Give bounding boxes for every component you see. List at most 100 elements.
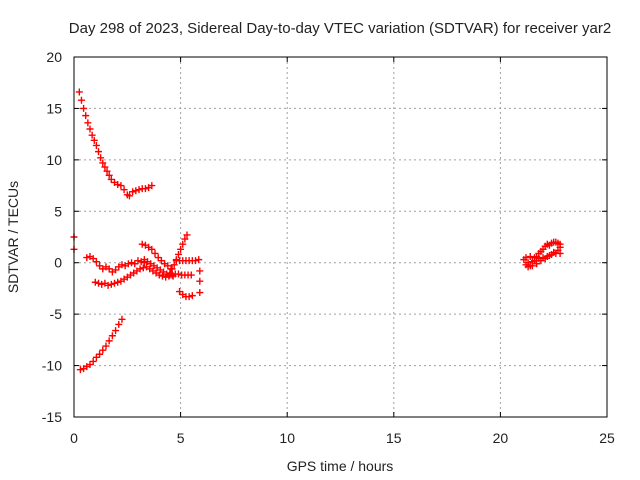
data-point [98,280,106,288]
data-point [120,186,128,194]
data-point [129,188,137,196]
data-point [112,327,120,335]
grid [74,57,607,417]
data-point [125,192,133,200]
data-point [556,243,564,251]
data-point [96,350,104,358]
data-point [139,264,147,272]
data-point [550,248,558,256]
data-point [108,332,116,340]
data-point [148,182,156,190]
data-point [192,257,200,265]
y-tick-label: 15 [46,100,62,116]
data-point [128,259,136,267]
x-tick-label: 5 [177,430,185,446]
data-point [92,258,100,266]
data-point [90,136,98,144]
x-tick-labels: 0 5 10 15 20 25 [70,430,615,446]
data-point [82,112,90,120]
series-upper-descending-track [75,88,156,200]
axis-ticks [73,56,608,418]
data-point [179,240,187,248]
data-point [89,357,97,365]
series-lower-ascending-track [76,315,126,374]
data-point [157,257,165,265]
data-point [134,257,142,265]
data-point [138,240,146,248]
data-point [187,271,195,279]
data-point [111,279,119,287]
data-point [176,288,184,296]
data-point [524,263,532,271]
data-point [164,262,172,270]
data-point [86,125,94,133]
data-point [99,159,107,167]
data-point [136,265,144,273]
series-flat-zero-track [172,256,203,265]
data-point [148,245,156,253]
series-isolated-late [196,267,204,297]
data-point [75,88,83,96]
data-point [545,252,553,260]
data-point [115,320,123,328]
data-point [107,175,115,183]
data-point [96,262,104,270]
data-point [101,163,109,171]
data-point [141,185,149,193]
data-point [170,261,178,269]
data-point [76,366,84,374]
data-point [84,119,92,127]
x-tick-label: 15 [386,430,402,446]
data-point [95,148,103,156]
x-axis-label: GPS time / hours [287,458,394,474]
data-point [174,250,182,258]
data-point [188,292,196,300]
x-tick-label: 25 [599,430,615,446]
data-point [95,279,103,287]
data-point [154,254,162,262]
data-point [80,104,88,112]
data-point [162,273,170,281]
data-point [196,289,204,297]
data-point [77,96,85,104]
data-point [195,256,203,264]
data-point [89,255,97,263]
data-point [131,260,139,268]
x-tick-label: 0 [70,430,78,446]
data-point [114,181,122,189]
series-rising-track [166,231,191,277]
y-tick-label: -15 [42,409,62,425]
data-point [522,254,530,262]
data-point [103,167,111,175]
data-point [105,337,113,345]
data-point [83,254,91,262]
data-point [531,254,539,262]
data-point [124,260,132,268]
data-point [135,186,143,194]
data-point [528,262,536,270]
y-tick-label: -5 [50,306,63,322]
data-point [196,277,204,285]
data-point [107,280,115,288]
x-tick-label: 20 [493,430,509,446]
data-point [92,141,100,149]
plot-frame [73,56,608,418]
data-point [118,261,126,269]
data-point [158,272,166,280]
series-near-zero-track-a [83,253,148,276]
data-point [88,131,96,139]
data-point [102,342,110,350]
y-tick-label: 20 [46,49,62,65]
data-point [117,182,125,190]
data-point [155,271,163,279]
data-point [99,346,107,354]
y-tick-label: -10 [42,358,62,374]
y-tick-label: 5 [54,203,62,219]
y-tick-labels: -15 -10 -5 0 5 10 15 20 [42,49,62,425]
data-point [91,278,99,286]
series-near-zero-track-c [138,240,175,273]
data-point [185,293,193,301]
data-point [541,255,549,263]
data-point [105,265,113,273]
data-point [177,245,185,253]
